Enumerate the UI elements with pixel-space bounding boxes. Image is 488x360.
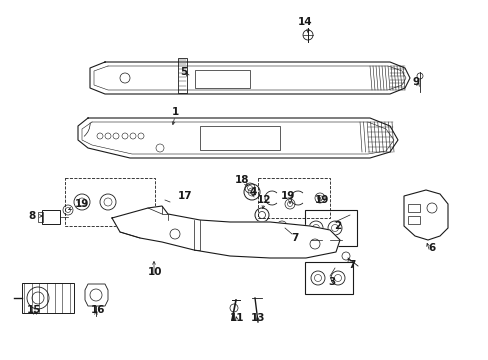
Text: 15: 15	[27, 305, 41, 315]
Text: 6: 6	[427, 243, 435, 253]
Bar	[258, 178, 329, 218]
Text: 14: 14	[297, 17, 312, 27]
Text: 13: 13	[250, 313, 264, 323]
Text: 9: 9	[411, 77, 419, 87]
Bar	[195, 70, 249, 88]
Text: 8: 8	[28, 211, 36, 221]
Bar	[200, 126, 280, 150]
Polygon shape	[112, 206, 339, 258]
Text: 18: 18	[234, 175, 249, 185]
Text: 2: 2	[334, 221, 341, 231]
Text: 11: 11	[229, 313, 244, 323]
Text: 7: 7	[291, 233, 298, 243]
Text: 1: 1	[171, 107, 178, 117]
Bar	[305, 210, 356, 246]
Bar	[65, 178, 155, 226]
Text: 5: 5	[180, 67, 187, 77]
Bar	[407, 204, 419, 212]
Text: 7: 7	[347, 260, 355, 270]
Bar	[42, 210, 60, 224]
Text: 19: 19	[75, 199, 89, 209]
Bar	[305, 262, 352, 294]
Bar	[22, 283, 74, 313]
Bar	[178, 58, 186, 93]
Bar	[407, 216, 419, 224]
Text: 19: 19	[280, 191, 295, 201]
Text: 3: 3	[328, 277, 335, 287]
Text: 12: 12	[256, 195, 271, 205]
Text: 17: 17	[177, 191, 192, 201]
Text: 10: 10	[147, 267, 162, 277]
Text: 16: 16	[91, 305, 105, 315]
Text: 4: 4	[249, 187, 256, 197]
Text: 19: 19	[314, 195, 328, 205]
Bar	[38, 212, 43, 222]
